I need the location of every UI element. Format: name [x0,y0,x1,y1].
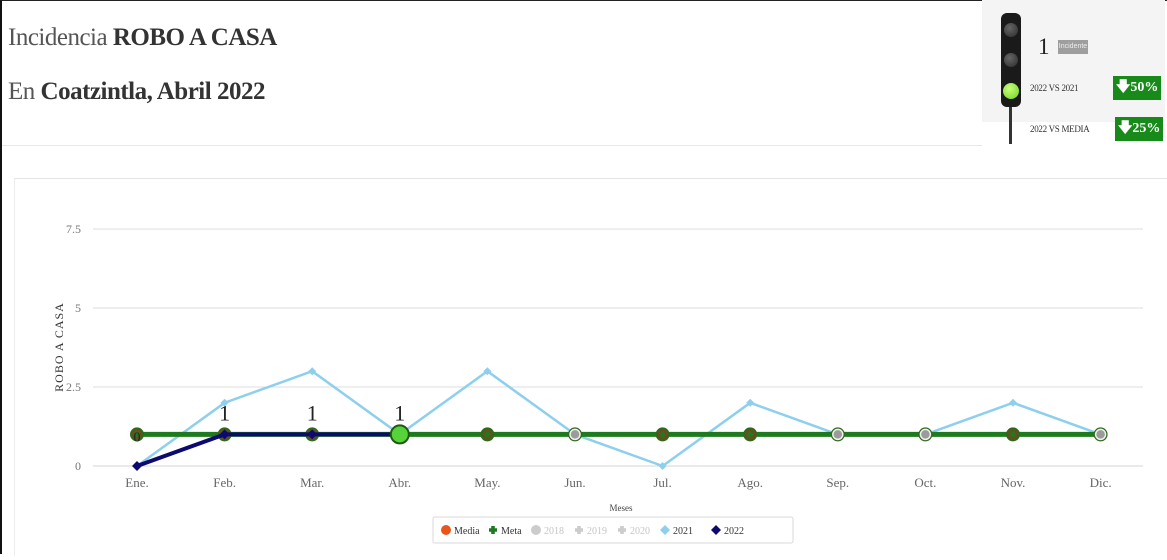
highlight-point [389,424,410,445]
x-tick-label: Nov. [1001,475,1026,490]
legend-marker [489,526,497,534]
legend-box [432,516,794,544]
legend-marker [711,525,721,535]
x-axis-title: Meses [610,503,633,513]
comparison-value-media: 25% [1132,121,1161,136]
x-tick-label: Ene. [125,475,148,490]
x-tick-label: Oct. [914,475,936,490]
series-meta-point [659,431,666,438]
legend-marker [618,526,626,534]
header-divider [2,145,982,146]
series-meta-point [134,431,140,438]
title-crime: ROBO A CASA [112,24,277,51]
legend-label: 2020 [630,526,650,537]
comparison-badge-media: 🡇25% [1115,117,1164,141]
series-2022-point [219,429,230,440]
comparison-badge-2021: 🡇50% [1113,76,1162,100]
series-2022-point [132,461,142,471]
title-prefix: Incidencia [8,24,108,51]
comparison-value-2021: 50% [1130,80,1159,95]
overlap-point [1094,428,1107,441]
series-2021-line [135,369,1102,468]
y-tick-label: 2.5 [66,380,81,394]
x-tick-label: Sep. [826,475,849,490]
legend-label: Media [454,526,480,537]
series-2022-line [135,432,402,468]
legend-label: 2022 [724,526,744,537]
x-tick-label: Abr. [388,475,411,490]
traffic-light-pole [1009,107,1012,144]
incident-count-label: Incidente [1058,40,1088,54]
x-tick-label: Ago. [737,475,763,490]
traffic-light-icon [1001,13,1021,107]
red-lamp-icon [1004,23,1018,37]
series-2021-point [658,462,667,470]
legend-marker [660,525,670,535]
chart-container: 0 2.5 5 7.5 ROBO A CASA Ene. Feb. Mar. Abr. May. J… [14,178,1167,556]
subtitle-place: Coatzintla, Abril 2022 [40,78,266,105]
legend-marker [441,525,451,535]
subtitle-prefix: En [8,78,35,105]
series-2022-point [307,429,318,440]
page-title: Incidencia ROBO A CASA [8,24,277,52]
x-tick-label: Mar. [300,475,324,490]
data-label: 1 [394,400,405,425]
data-label: 1 [219,400,230,425]
series-2021-point [308,367,317,376]
y-tick-label: 7.5 [66,222,81,236]
legend-marker [575,526,583,534]
page-subtitle: En Coatzintla, Abril 2022 [8,78,265,106]
green-lamp-icon [1003,83,1019,99]
data-label: 0 [134,430,141,445]
y-tick-label: 0 [75,459,81,473]
comparison-label-2021: 2022 VS 2021 [1030,83,1079,93]
yellow-lamp-icon [1004,53,1018,67]
comparison-label-media: 2022 VS MEDIA [1030,124,1090,134]
legend-marker [531,525,541,535]
y-tick-label: 5 [75,301,81,315]
series-2021-point [483,367,492,376]
overlap-point [832,428,844,441]
legend-label: 2019 [587,526,607,537]
legend-label: 2021 [673,526,693,537]
legend-label: Meta [501,526,522,537]
overlap-point [919,428,932,441]
series-2021-point [1009,398,1017,407]
incident-count: 1 [1038,34,1050,59]
x-tick-label: Dic. [1090,475,1112,490]
arrow-down-icon: 🡇 [1118,121,1133,136]
x-tick-label: Feb. [213,475,236,490]
series-2021-point [220,398,229,407]
x-tick-label: Jun. [564,475,585,490]
overlap-point [569,428,581,441]
series-meta-point [484,431,491,438]
series-2021-point [746,398,755,407]
indicator-panel: 1 Incidente 2022 VS 2021 🡇50% 2022 VS ME… [982,0,1165,144]
data-label: 1 [307,400,318,425]
arrow-down-icon: 🡇 [1116,80,1131,95]
series-meta-point [1010,431,1016,438]
y-axis-title: ROBO A CASA [52,302,66,392]
series-meta-point [747,431,754,438]
line-chart: 0 2.5 5 7.5 ROBO A CASA Ene. Feb. Mar. Abr. May. J… [52,222,1143,544]
x-tick-label: Jul. [653,475,671,490]
legend-label: 2018 [544,526,564,537]
header: Incidencia ROBO A CASA En Coatzintla, Ab… [2,0,982,122]
x-tick-label: May. [474,475,500,490]
